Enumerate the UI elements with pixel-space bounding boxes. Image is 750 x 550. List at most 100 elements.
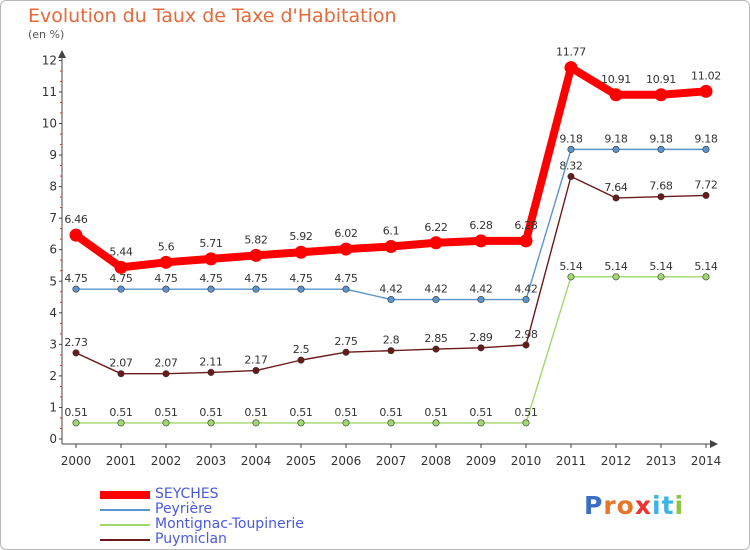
data-point (297, 419, 305, 427)
data-point (612, 273, 620, 281)
data-point (162, 285, 170, 293)
data-label: 2.07 (154, 357, 178, 370)
data-label: 2.17 (244, 354, 268, 367)
data-label: 10.91 (646, 73, 676, 86)
x-tick-label: 2001 (106, 454, 137, 468)
data-point (474, 234, 488, 248)
y-tick-label: 12 (42, 53, 57, 67)
data-point (387, 296, 395, 304)
logo-letter: r (603, 491, 617, 520)
data-label: 0.51 (469, 406, 492, 419)
data-point (252, 367, 260, 375)
data-label: 0.51 (514, 406, 537, 419)
data-point (162, 419, 170, 427)
data-label: 2.73 (64, 336, 88, 349)
data-point (702, 145, 710, 153)
legend-swatch (100, 539, 150, 541)
legend-item: Montignac-Toupinerie (100, 516, 420, 532)
x-tick-label: 2014 (691, 454, 722, 468)
data-label: 7.64 (604, 181, 628, 194)
logo-letter: t (661, 491, 675, 520)
data-label: 2.5 (293, 343, 310, 356)
data-label: 6.1 (383, 225, 400, 238)
x-tick-label: 2010 (511, 454, 542, 468)
y-axis-arrow (58, 50, 66, 58)
data-point (207, 419, 215, 427)
data-point (159, 255, 173, 269)
data-label: 0.51 (109, 406, 132, 419)
data-point (297, 356, 305, 364)
x-tick-label: 2007 (376, 454, 407, 468)
data-point (477, 344, 485, 352)
data-label: 2.98 (514, 328, 538, 341)
data-point (342, 285, 350, 293)
data-label: 0.51 (244, 406, 267, 419)
data-point (657, 193, 665, 201)
y-tick-label: 6 (49, 243, 57, 257)
y-tick-label: 9 (49, 148, 57, 162)
data-label: 5.71 (199, 237, 222, 250)
data-label: 6.22 (424, 221, 447, 234)
data-point (567, 273, 575, 281)
data-label: 0.51 (424, 406, 447, 419)
data-point (387, 347, 395, 355)
data-point (114, 260, 128, 274)
data-point (567, 145, 575, 153)
x-tick-label: 2005 (286, 454, 317, 468)
data-point (519, 234, 533, 248)
data-label: 0.51 (64, 406, 87, 419)
data-label: 9.18 (559, 132, 583, 145)
logo-letter: o (616, 491, 635, 520)
data-point (72, 285, 80, 293)
x-tick-label: 2002 (151, 454, 182, 468)
legend-item: Puymiclan (100, 531, 420, 547)
data-label: 11.77 (556, 46, 586, 59)
data-point (384, 240, 398, 254)
data-point (162, 370, 170, 378)
data-label: 5.14 (604, 260, 628, 273)
data-point (72, 419, 80, 427)
data-point (294, 245, 308, 259)
data-point (204, 252, 218, 266)
data-label: 2.89 (469, 331, 493, 344)
data-label: 5.14 (559, 260, 583, 273)
data-label: 4.42 (514, 283, 537, 296)
data-label: 4.75 (154, 272, 178, 285)
logo-letter: x (634, 491, 652, 520)
data-label: 7.72 (694, 178, 717, 191)
data-point (657, 145, 665, 153)
data-label: 7.68 (649, 180, 673, 193)
y-tick-label: 7 (49, 211, 57, 225)
legend-swatch (100, 524, 150, 526)
logo-letter: P (584, 491, 604, 520)
data-point (72, 349, 80, 357)
data-label: 5.14 (649, 260, 673, 273)
x-tick-label: 2003 (196, 454, 227, 468)
data-point (522, 419, 530, 427)
data-label: 4.42 (379, 283, 402, 296)
data-label: 9.18 (604, 132, 628, 145)
data-label: 0.51 (289, 406, 312, 419)
data-point (69, 228, 83, 242)
data-label: 0.51 (199, 406, 222, 419)
data-label: 9.18 (694, 132, 718, 145)
data-label: 10.91 (601, 73, 631, 86)
data-point (567, 173, 575, 181)
legend-label: Peyrière (155, 501, 213, 517)
legend-label: SEYCHES (155, 486, 219, 502)
data-label: 0.51 (379, 406, 402, 419)
data-label: 9.18 (649, 132, 673, 145)
data-point (432, 296, 440, 304)
y-tick-label: 4 (49, 306, 57, 320)
legend-label: Montignac-Toupinerie (155, 516, 304, 532)
x-tick-label: 2004 (241, 454, 272, 468)
x-tick-label: 2008 (421, 454, 452, 468)
data-point (387, 419, 395, 427)
data-point (522, 296, 530, 304)
legend-swatch (100, 491, 150, 499)
data-point (249, 248, 263, 262)
x-tick-label: 2009 (466, 454, 497, 468)
data-label: 2.85 (424, 332, 448, 345)
data-point (654, 88, 668, 102)
